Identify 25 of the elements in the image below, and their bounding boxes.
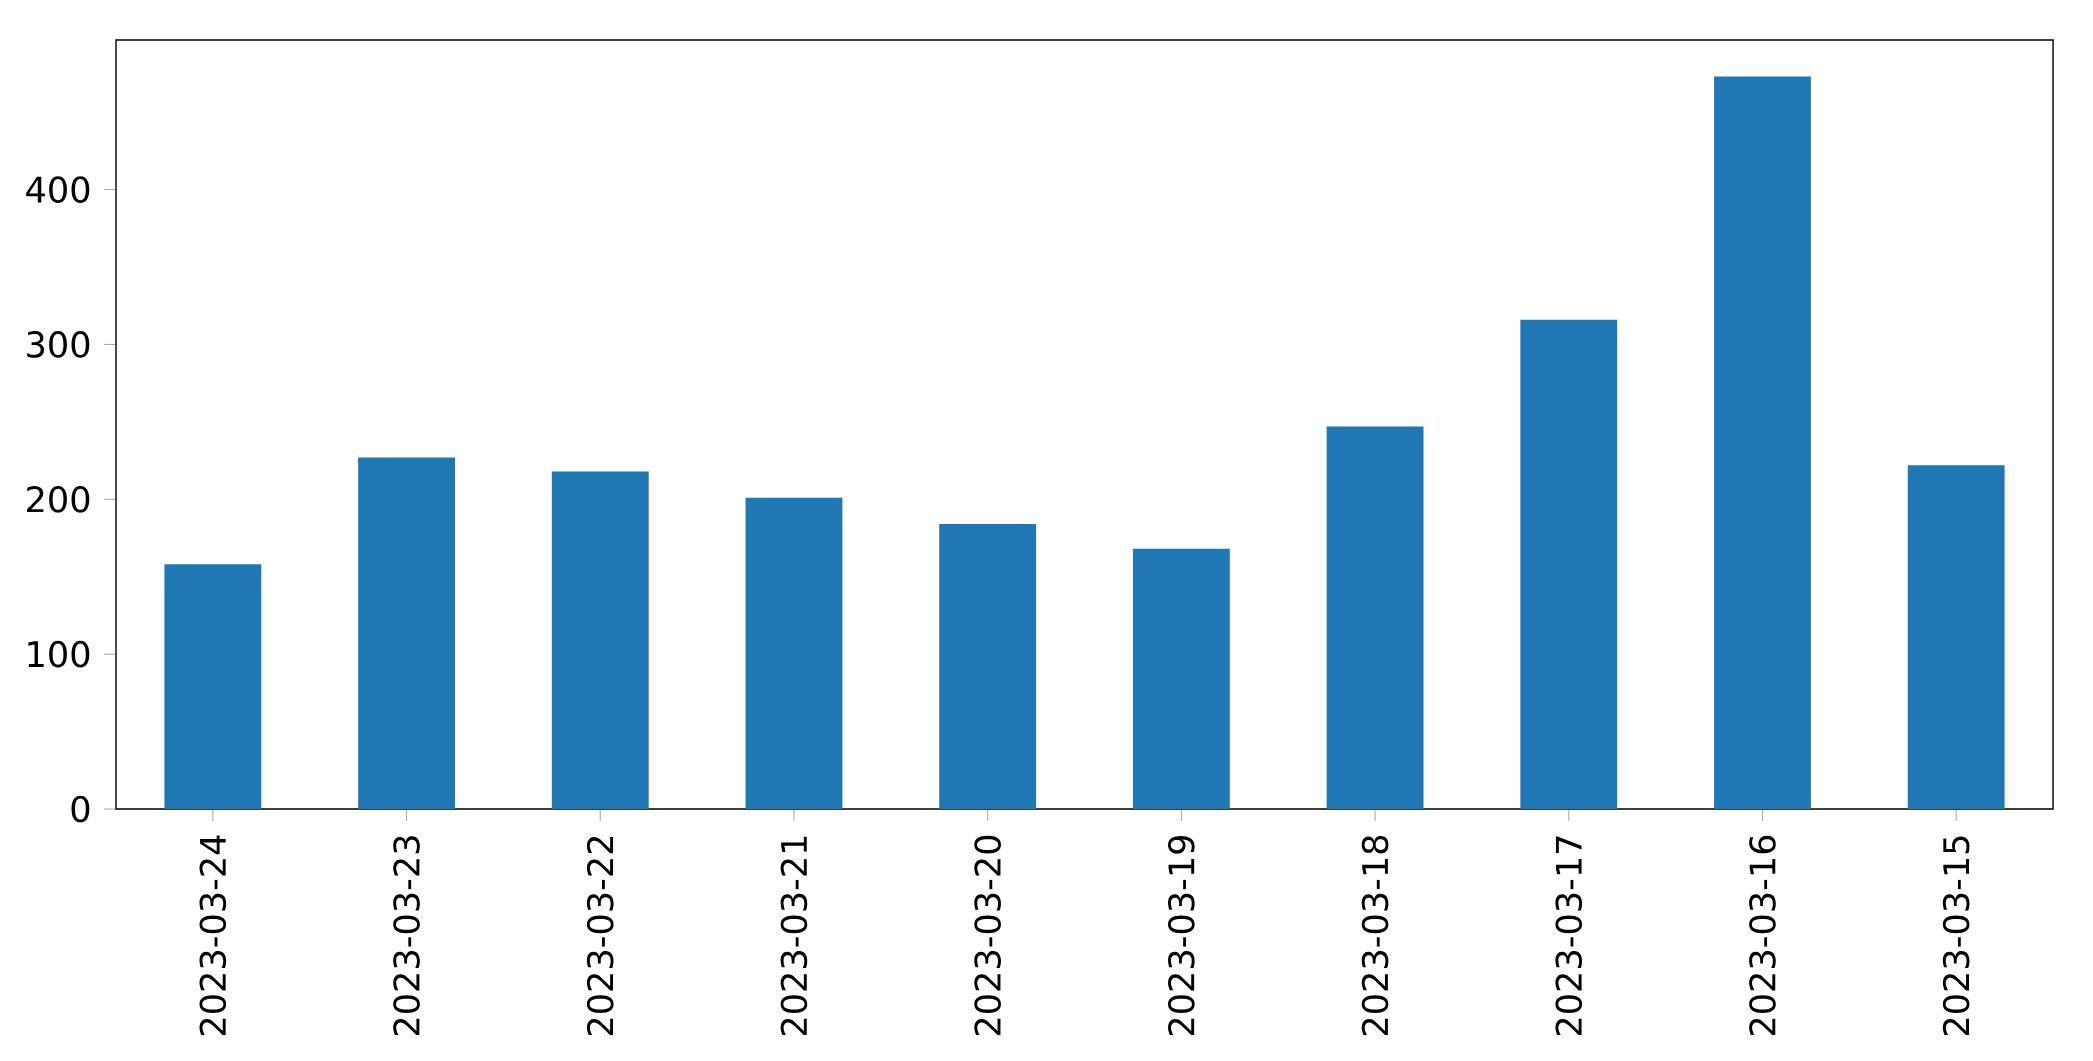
y-tick-label: 0 — [71, 795, 90, 823]
bar — [939, 524, 1037, 810]
bar — [745, 497, 843, 810]
bar — [1520, 319, 1618, 810]
x-tick-label: 2023-03-19 — [1168, 835, 1195, 1036]
x-tick-label: 2023-03-17 — [1555, 836, 1583, 1036]
bar — [358, 457, 455, 810]
y-tick-label: 100 — [28, 640, 90, 668]
y-tick-label: 200 — [27, 485, 90, 513]
x-tick-label: 2023-03-20 — [974, 835, 1001, 1036]
x-tick-label: 2023-03-18 — [1361, 835, 1389, 1036]
bar — [1907, 465, 2005, 810]
y-tick-label: 400 — [26, 176, 90, 203]
bar — [164, 564, 262, 810]
y-tick-label: 300 — [27, 331, 90, 358]
x-tick-label: 2023-03-15 — [1942, 836, 1970, 1036]
bar — [1132, 548, 1230, 810]
x-tick-label: 2023-03-24 — [199, 835, 227, 1036]
x-tick-label: 2023-03-16 — [1749, 835, 1776, 1036]
x-tick-label: 2023-03-23 — [393, 836, 420, 1036]
x-tick-label: 2023-03-22 — [586, 836, 614, 1036]
bar — [551, 471, 649, 810]
bar — [1714, 76, 1811, 810]
x-tick-label: 2023-03-21 — [780, 836, 808, 1036]
bar — [1326, 426, 1424, 810]
